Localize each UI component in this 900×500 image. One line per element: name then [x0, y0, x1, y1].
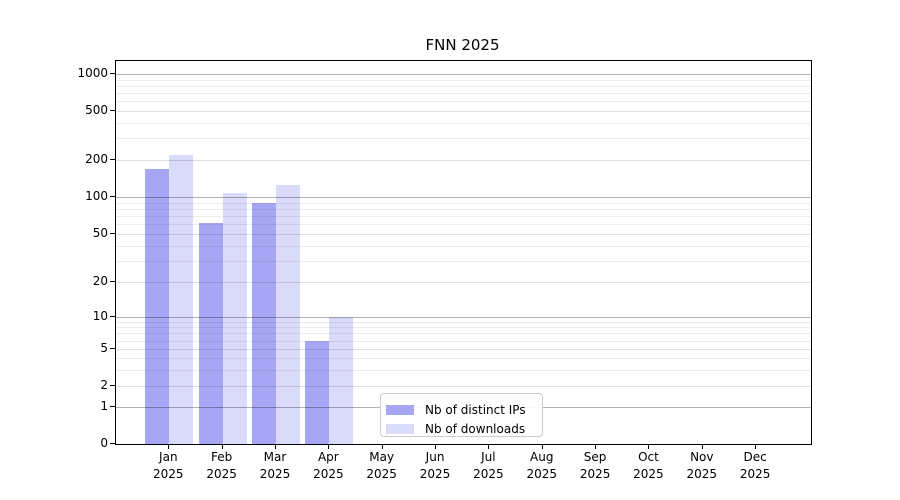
y-tick-label-1: 1 [100, 399, 108, 413]
gridline-200 [116, 160, 811, 161]
gridline-900 [116, 79, 811, 81]
gridline-400 [116, 122, 811, 124]
gridline-10 [116, 317, 811, 318]
gridline-30 [116, 260, 811, 262]
gridline-9 [116, 321, 811, 323]
y-tick-mark-1000 [110, 73, 115, 74]
gridline-80 [116, 208, 811, 210]
x-tick-mark-jun [435, 444, 436, 449]
bar-nb-of-distinct-ips-apr [305, 340, 330, 444]
x-tick-label-jan: Jan 2025 [153, 450, 184, 481]
y-tick-mark-5 [110, 348, 115, 349]
gridline-70 [116, 216, 811, 218]
gridline-600 [116, 100, 811, 102]
x-tick-mark-nov [702, 444, 703, 449]
x-tick-mark-oct [648, 444, 649, 449]
gridline-8 [116, 327, 811, 329]
gridline-7 [116, 333, 811, 335]
y-tick-mark-2 [110, 385, 115, 386]
x-tick-label-jun: Jun 2025 [419, 450, 451, 481]
y-tick-label-500: 500 [85, 102, 108, 117]
y-tick-label-20: 20 [92, 274, 108, 288]
x-tick-label-apr: Apr 2025 [313, 450, 344, 481]
y-tick-mark-200 [110, 159, 115, 160]
gridline-800 [116, 85, 811, 87]
y-tick-mark-10 [110, 316, 115, 317]
legend-label-distinct-ips: Nb of distinct IPs [425, 402, 526, 417]
gridline-2 [116, 386, 811, 387]
x-tick-label-nov: Nov 2025 [686, 450, 718, 481]
gridline-40 [116, 245, 811, 247]
y-tick-label-2: 2 [100, 378, 108, 392]
x-tick-label-jul: Jul 2025 [473, 450, 504, 481]
chart-title: FNN 2025 [425, 36, 500, 54]
legend-label-downloads: Nb of downloads [425, 421, 526, 436]
legend: Nb of distinct IPs Nb of downloads [380, 393, 543, 437]
bar-nb-of-downloads-jan [169, 154, 194, 444]
x-tick-label-sep: Sep 2025 [579, 450, 611, 481]
bar-nb-of-downloads-feb [222, 193, 247, 444]
x-tick-mark-may [382, 444, 383, 449]
legend-swatch-distinct-ips [386, 404, 414, 415]
x-tick-mark-jul [488, 444, 489, 449]
y-tick-label-5: 5 [100, 341, 108, 355]
gridline-90 [116, 202, 811, 204]
y-tick-mark-20 [110, 281, 115, 282]
x-tick-mark-sep [595, 444, 596, 449]
gridline-700 [116, 92, 811, 94]
x-tick-mark-apr [328, 444, 329, 449]
gridline-4 [116, 358, 811, 359]
gridline-6 [116, 340, 811, 342]
y-tick-mark-1 [110, 406, 115, 407]
x-tick-mark-dec [755, 444, 756, 449]
y-tick-mark-100 [110, 196, 115, 197]
bar-nb-of-downloads-apr [329, 317, 354, 444]
bar-nb-of-distinct-ips-jan [145, 168, 170, 444]
bar-nb-of-downloads-mar [276, 184, 300, 444]
bar-nb-of-distinct-ips-feb [198, 222, 223, 444]
x-tick-mark-aug [542, 444, 543, 449]
x-tick-label-feb: Feb 2025 [206, 450, 237, 481]
x-tick-label-may: May 2025 [366, 450, 397, 481]
legend-item-distinct-ips: Nb of distinct IPs [386, 400, 542, 419]
y-tick-label-0: 0 [100, 436, 108, 450]
x-tick-mark-mar [275, 444, 276, 449]
x-tick-mark-jan [168, 444, 169, 449]
y-tick-mark-50 [110, 233, 115, 234]
gridline-5 [116, 349, 811, 350]
gridline-100 [116, 197, 811, 198]
y-tick-label-200: 200 [85, 152, 108, 166]
gridline-500 [116, 110, 811, 112]
gridline-3 [116, 369, 811, 371]
y-tick-label-50: 50 [92, 226, 108, 240]
x-tick-label-aug: Aug 2025 [526, 450, 558, 481]
y-tick-label-1000: 1000 [77, 66, 108, 80]
gridline-300 [116, 138, 811, 140]
legend-swatch-downloads [386, 423, 414, 434]
gridline-60 [116, 224, 811, 226]
y-tick-label-100: 100 [85, 189, 108, 203]
plot-area [115, 60, 812, 445]
gridline-50 [116, 234, 811, 235]
y-tick-label-10: 10 [92, 309, 108, 323]
x-tick-mark-feb [222, 444, 223, 449]
gridline-1000 [116, 74, 811, 75]
bar-nb-of-distinct-ips-mar [252, 202, 276, 444]
gridline-20 [116, 282, 811, 283]
x-tick-label-mar: Mar 2025 [259, 450, 291, 481]
y-tick-mark-0 [110, 443, 115, 444]
y-tick-mark-500 [110, 110, 115, 111]
legend-item-downloads: Nb of downloads [386, 419, 542, 438]
x-tick-label-oct: Oct 2025 [633, 450, 664, 481]
x-tick-label-dec: Dec 2025 [739, 450, 771, 481]
